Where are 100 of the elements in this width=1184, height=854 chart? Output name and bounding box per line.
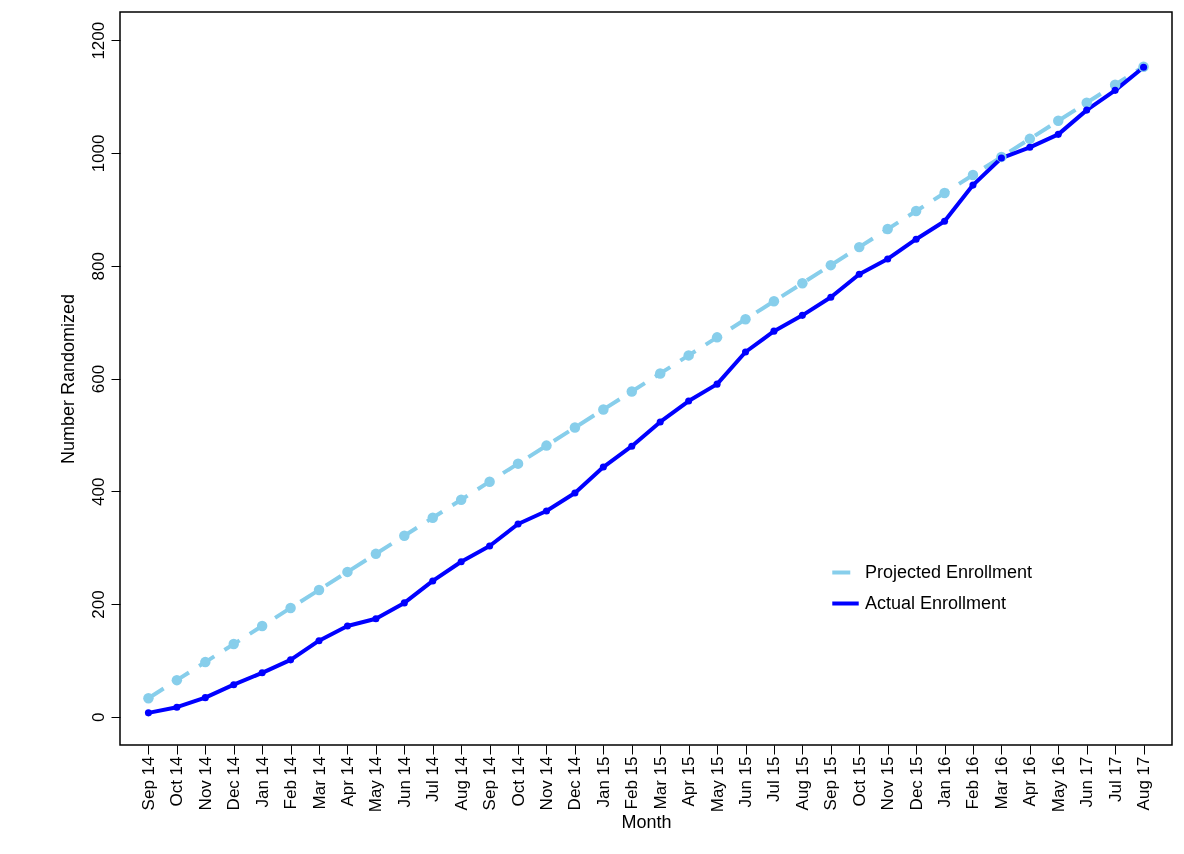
point — [713, 380, 721, 388]
point — [287, 656, 295, 664]
point — [372, 615, 380, 623]
point — [541, 440, 552, 451]
x-tick-label: Jan 14 — [252, 756, 272, 808]
point — [342, 566, 353, 578]
point — [912, 235, 920, 243]
point — [1053, 115, 1064, 127]
y-tick-label: 0 — [88, 712, 108, 723]
point — [171, 674, 183, 686]
point — [571, 489, 579, 497]
y-axis-title: Number Randomized — [57, 293, 78, 465]
x-tick-label: Jan 16 — [935, 756, 955, 808]
x-tick-label: Mar 16 — [991, 756, 1011, 810]
point — [654, 368, 666, 379]
x-tick-label: May 15 — [707, 756, 727, 813]
point — [486, 542, 494, 550]
point — [1083, 106, 1091, 114]
point — [825, 259, 837, 271]
point — [200, 656, 211, 668]
x-tick-label: Oct 14 — [167, 756, 187, 807]
point — [429, 577, 437, 585]
x-tick-label: Aug 15 — [792, 756, 812, 811]
point — [569, 422, 581, 433]
x-tick-label: Mar 14 — [309, 756, 329, 810]
point — [427, 512, 438, 523]
point — [770, 327, 778, 335]
point — [542, 507, 551, 515]
point — [1081, 97, 1092, 109]
point — [228, 638, 239, 650]
point — [1026, 143, 1034, 151]
point — [1054, 130, 1062, 138]
x-tick-label: Nov 14 — [536, 756, 556, 811]
point — [399, 530, 410, 542]
x-tick-label: Dec 14 — [565, 756, 585, 811]
x-tick-label: Nov 14 — [195, 756, 215, 811]
x-tick-label: Mar 15 — [650, 756, 670, 810]
x-tick-label: Jan 15 — [593, 756, 613, 808]
y-tick-label: 400 — [88, 477, 108, 506]
point — [741, 348, 750, 356]
x-tick-label: Jul 14 — [423, 756, 443, 802]
x-tick-label: Feb 16 — [963, 756, 983, 810]
x-tick-label: Feb 15 — [622, 756, 642, 810]
point — [683, 350, 694, 361]
point — [768, 296, 780, 307]
x-tick-label: Dec 14 — [224, 756, 244, 811]
legend-label: Projected Enrollment — [865, 561, 1033, 582]
x-tick-label: Oct 14 — [508, 756, 528, 807]
point — [143, 692, 154, 704]
point — [798, 311, 806, 319]
point — [797, 277, 808, 289]
point — [144, 709, 152, 717]
point — [827, 293, 835, 301]
x-tick-label: Sep 14 — [480, 756, 500, 811]
x-tick-label: Jul 17 — [1105, 756, 1125, 802]
point — [656, 418, 664, 426]
x-tick-label: May 14 — [366, 756, 386, 813]
x-tick-label: Jun 15 — [736, 756, 756, 808]
point — [884, 255, 892, 263]
x-tick-label: May 16 — [1048, 756, 1068, 813]
point — [1024, 133, 1036, 145]
y-tick-label: 1000 — [88, 134, 108, 173]
point — [939, 187, 950, 199]
point — [882, 223, 893, 235]
x-tick-label: Jun 17 — [1077, 756, 1097, 808]
point — [740, 314, 751, 325]
point — [855, 270, 863, 278]
x-tick-label: Jun 14 — [394, 756, 414, 808]
y-tick-label: 200 — [88, 590, 108, 619]
point — [941, 217, 949, 225]
point — [1111, 86, 1119, 94]
point — [400, 599, 408, 607]
point — [626, 386, 638, 397]
x-axis-title: Month — [621, 812, 672, 833]
point — [201, 694, 209, 702]
x-tick-label: Oct 15 — [849, 756, 869, 807]
point — [512, 458, 524, 469]
x-tick-label: Aug 14 — [451, 756, 471, 811]
point — [455, 494, 467, 505]
point — [910, 205, 922, 217]
y-tick-label: 800 — [88, 252, 108, 281]
x-tick-label: Nov 15 — [878, 756, 898, 811]
point — [370, 548, 382, 560]
point — [285, 602, 296, 614]
x-tick-label: Apr 16 — [1020, 756, 1040, 807]
x-tick-label: Jul 15 — [764, 756, 784, 802]
x-tick-label: Aug 17 — [1134, 756, 1154, 811]
legend-label: Actual Enrollment — [865, 592, 1007, 613]
y-tick-label: 1200 — [88, 21, 108, 60]
point — [484, 476, 495, 487]
x-tick-label: Dec 15 — [906, 756, 926, 811]
point — [969, 181, 977, 189]
point — [230, 681, 238, 689]
point — [173, 703, 181, 711]
point — [315, 637, 323, 645]
point — [313, 584, 325, 596]
point — [599, 463, 607, 471]
x-tick-label: Sep 15 — [821, 756, 841, 811]
point — [258, 669, 266, 677]
point — [514, 520, 522, 528]
